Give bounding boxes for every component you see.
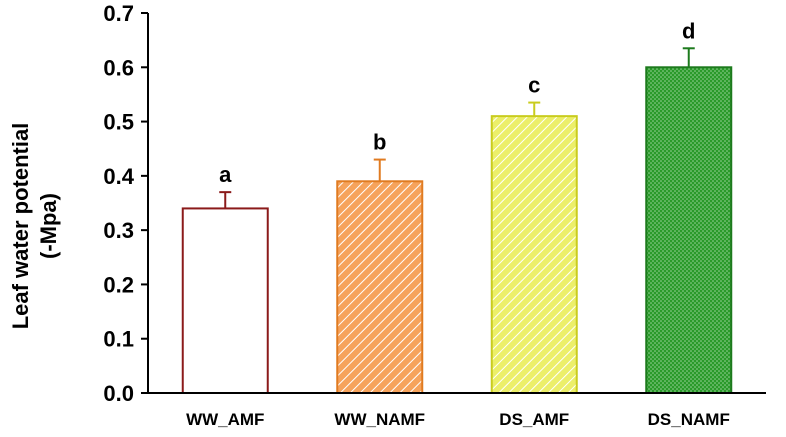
bar-ww-amf — [181, 207, 269, 394]
x-tick-label: WW_NAMF — [334, 410, 425, 429]
y-tick-label: 0.0 — [103, 381, 134, 406]
bar-ww-namf — [336, 180, 424, 394]
y-tick-label: 0.4 — [103, 164, 134, 189]
significance-label: d — [682, 18, 695, 43]
x-axis-tick-labels: WW_AMF WW_NAMF DS_AMF DS_NAMF — [186, 410, 730, 429]
y-tick-label: 0.3 — [103, 218, 134, 243]
bar-ds-namf — [645, 66, 733, 395]
significance-label: a — [219, 162, 232, 187]
y-axis-title-line-2: (-Mpa) — [36, 193, 61, 259]
y-tick-label: 0.7 — [103, 1, 134, 26]
y-tick-label: 0.5 — [103, 110, 134, 135]
significance-label: c — [528, 73, 540, 98]
x-tick-label: WW_AMF — [186, 410, 264, 429]
y-tick-label: 0.1 — [103, 327, 134, 352]
significance-label: b — [373, 130, 386, 155]
y-axis-ticks: 0.0 0.1 0.2 0.3 0.4 0.5 0.6 0.7 — [103, 1, 148, 406]
y-tick-label: 0.6 — [103, 55, 134, 80]
y-axis-title-line-1: Leaf water potential — [8, 123, 33, 330]
y-tick-label: 0.2 — [103, 272, 134, 297]
bar-ds-amf — [490, 115, 578, 395]
x-tick-label: DS_AMF — [499, 410, 569, 429]
x-tick-label: DS_NAMF — [648, 410, 730, 429]
y-axis-title: Leaf water potential (-Mpa) — [8, 123, 61, 330]
bars: a b c d — [181, 18, 733, 395]
